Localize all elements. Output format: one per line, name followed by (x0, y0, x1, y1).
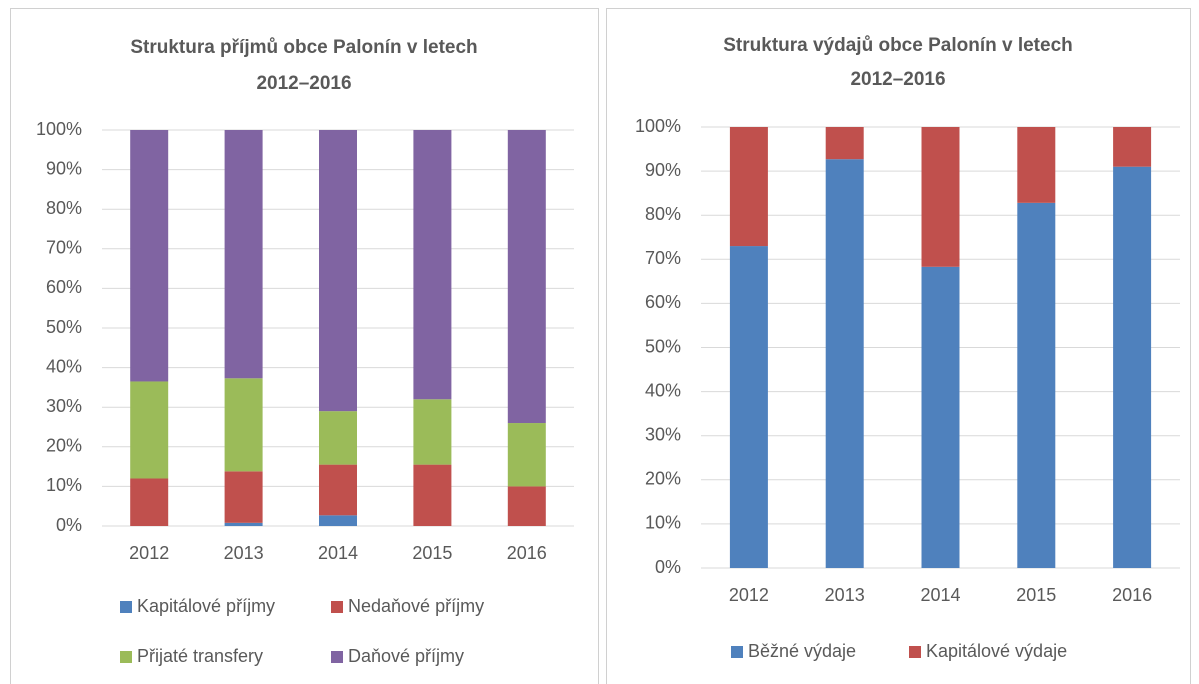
legend-label: Daňové příjmy (348, 646, 464, 666)
bar-segment (224, 130, 263, 379)
y-tick-label: 50% (645, 336, 681, 356)
bar-segment (729, 127, 768, 247)
y-tick-label: 70% (645, 248, 681, 268)
chart-title: Struktura příjmů obce Palonín v letech 20… (130, 37, 477, 94)
legend-swatch (331, 601, 343, 613)
legend-label: Kapitálové výdaje (926, 641, 1067, 661)
y-tick-label: 90% (645, 160, 681, 180)
y-tick-label: 50% (46, 317, 82, 337)
legend-label: Běžné výdaje (748, 641, 856, 661)
chart-title: Struktura výdajů obce Palonín v letech 20… (723, 35, 1073, 90)
panel-border (10, 8, 599, 684)
y-tick-label: 10% (645, 513, 681, 533)
y-tick-label: 70% (46, 238, 82, 258)
bar-segment (224, 378, 263, 472)
x-tick-label: 2015 (412, 543, 452, 563)
x-tick-label: 2014 (318, 543, 358, 563)
x-tick-label: 2013 (224, 543, 264, 563)
bar-segment (1017, 127, 1056, 203)
legend-swatch (120, 601, 132, 613)
x-tick-label: 2015 (1016, 585, 1056, 605)
x-tick-label: 2016 (507, 543, 547, 563)
bar-segment (130, 478, 169, 526)
y-tick-label: 20% (46, 436, 82, 456)
y-tick-label: 20% (645, 469, 681, 489)
y-tick-label: 40% (645, 380, 681, 400)
x-tick-label: 2012 (129, 543, 169, 563)
bar-segment (130, 130, 169, 382)
bar-segment (825, 127, 864, 160)
bar-segment (1113, 127, 1152, 167)
legend-label: Přijaté transfery (137, 646, 263, 666)
legend-swatch (731, 646, 743, 658)
y-tick-label: 60% (645, 292, 681, 312)
bar-segment (507, 423, 546, 487)
bar-segment (413, 399, 452, 465)
y-tick-label: 10% (46, 475, 82, 495)
legend-swatch (331, 651, 343, 663)
y-tick-label: 60% (46, 277, 82, 297)
y-tick-label: 100% (36, 119, 82, 139)
bar-segment (507, 486, 546, 526)
y-tick-label: 90% (46, 158, 82, 178)
y-tick-label: 100% (635, 116, 681, 136)
x-tick-label: 2013 (825, 585, 865, 605)
legend-swatch (120, 651, 132, 663)
y-tick-label: 30% (645, 424, 681, 444)
y-tick-label: 80% (46, 198, 82, 218)
y-tick-label: 30% (46, 396, 82, 416)
bar-segment (130, 381, 169, 479)
bar-segment (319, 130, 357, 412)
x-tick-label: 2016 (1112, 585, 1152, 605)
y-tick-label: 0% (655, 557, 681, 577)
bar-segment (413, 464, 452, 526)
bar-segment (224, 471, 263, 523)
y-tick-label: 80% (645, 204, 681, 224)
panel-border (606, 8, 1191, 684)
legend-swatch (909, 646, 921, 658)
bar-segment (507, 130, 546, 424)
legend-label: Kapitálové příjmy (137, 596, 275, 616)
legend-label: Nedaňové příjmy (348, 596, 484, 616)
bar-segment (413, 130, 452, 400)
x-tick-label: 2012 (729, 585, 769, 605)
bar-segment (224, 522, 263, 526)
y-tick-label: 40% (46, 356, 82, 376)
bar-segment (319, 411, 357, 465)
bar-segment (319, 515, 357, 526)
bar-segment (921, 266, 960, 568)
bar-segment (729, 246, 768, 568)
bar-segment (319, 464, 357, 516)
bar-segment (1113, 166, 1152, 568)
bar-segment (825, 159, 864, 568)
bar-segment (1017, 202, 1056, 569)
x-tick-label: 2014 (920, 585, 960, 605)
bar-segment (921, 127, 960, 267)
y-tick-label: 0% (56, 515, 82, 535)
